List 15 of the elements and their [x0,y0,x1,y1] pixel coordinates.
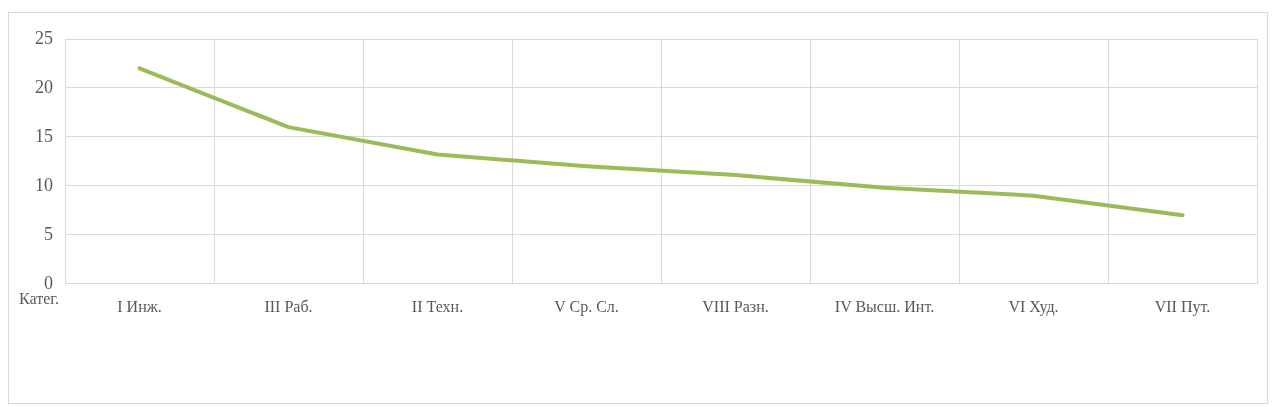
y-tick-label: 5 [44,223,53,244]
x-tick-label: III Раб. [264,297,313,315]
x-tick-label: IV Высш. Инт. [834,297,935,315]
x-tick-label: VII Пут. [1154,297,1211,316]
y-tick-label: 15 [35,125,53,146]
y-tick-label: 25 [35,27,53,48]
x-tick-label: V Ср. Сл. [554,297,619,316]
y-tick-label: 10 [35,174,53,195]
x-axis-title: Катег. [19,290,59,307]
x-tick-label: I Инж. [117,297,162,315]
y-tick-label: 20 [35,76,53,97]
x-tick-label: VIII Разн. [702,297,769,315]
x-tick-label: VI Худ. [1008,297,1059,316]
y-tick-label: 0 [44,272,53,293]
x-tick-label: II Техн. [411,297,464,315]
